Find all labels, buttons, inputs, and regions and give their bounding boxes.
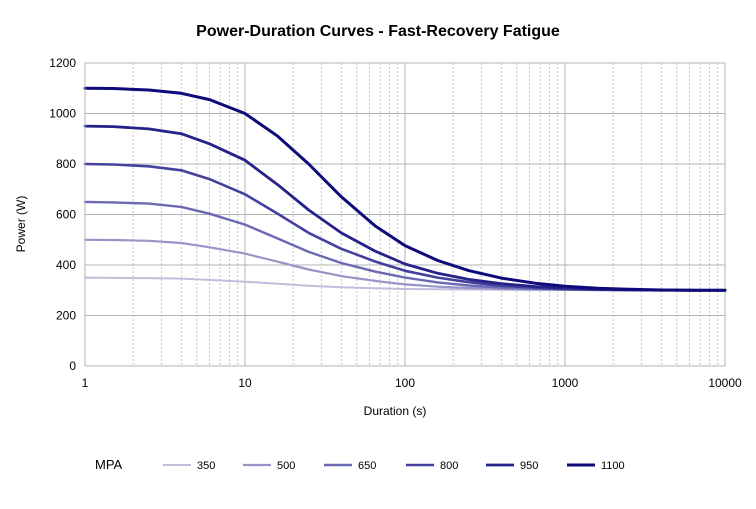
y-tick-label: 400 [56, 258, 76, 272]
x-tick-label: 100 [395, 376, 415, 390]
chart-title: Power-Duration Curves - Fast-Recovery Fa… [196, 23, 560, 40]
y-axis-label: Power (W) [14, 196, 28, 253]
axis-layer: 0 200 400 600 800 1000 1200 1 10 100 1000 10000 [49, 56, 742, 390]
y-tick-label: 800 [56, 157, 76, 171]
legend-label-950: 950 [520, 460, 538, 472]
x-tick-label: 1 [82, 376, 89, 390]
grid-layer [84, 62, 726, 367]
x-tick-label: 1000 [552, 376, 579, 390]
series-line-1100 [83, 86, 727, 292]
legend-title: MPA [95, 457, 123, 472]
y-tick-label: 200 [56, 309, 76, 323]
x-tick-label: 10000 [708, 376, 742, 390]
x-axis-label: Duration (s) [364, 404, 427, 418]
x-tick-label: 10 [238, 376, 252, 390]
y-tick-label: 1000 [49, 107, 76, 121]
legend-label-350: 350 [197, 460, 215, 472]
legend-label-1100: 1100 [601, 460, 625, 472]
legend: 350 500 650 800 950 1100 [163, 460, 625, 472]
legend-label-500: 500 [277, 460, 295, 472]
series-layer [83, 86, 727, 292]
legend-label-800: 800 [440, 460, 458, 472]
y-tick-label: 600 [56, 208, 76, 222]
y-tick-label: 1200 [49, 56, 76, 70]
y-tick-label: 0 [69, 359, 76, 373]
legend-label-650: 650 [358, 460, 376, 472]
